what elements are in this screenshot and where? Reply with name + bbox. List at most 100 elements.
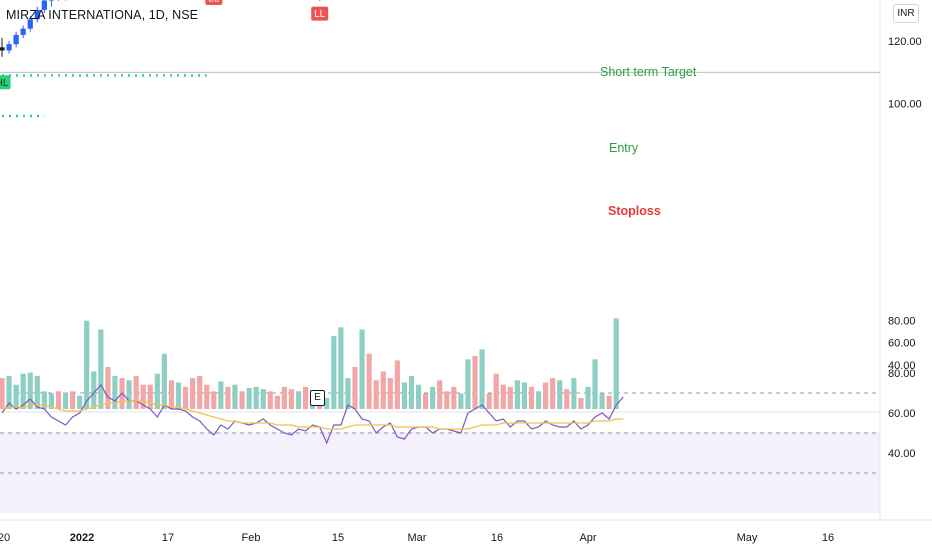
volume-bar: [34, 375, 40, 409]
volume-bar: [112, 375, 118, 409]
volume-bar: [260, 389, 266, 409]
candle-body: [34, 9, 40, 20]
volume-bar: [359, 329, 365, 409]
swing-label: HL: [0, 75, 11, 90]
volume-bar: [6, 375, 12, 409]
volume-bar: [507, 386, 513, 409]
volume-bar: [324, 397, 330, 409]
candle-body: [0, 47, 5, 51]
volume-bar: [571, 378, 577, 409]
volume-bar: [84, 320, 90, 409]
volume-tick: 80.00: [888, 316, 916, 328]
volume-bar: [126, 380, 132, 409]
volume-bar: [352, 367, 358, 409]
candle: [20, 25, 26, 38]
volume-bar: [253, 386, 259, 409]
volume-bar: [133, 375, 139, 409]
volume-bar: [204, 384, 210, 409]
rsi-ma-line: [1, 400, 624, 430]
volume-bar: [147, 384, 153, 409]
volume-bar: [0, 378, 5, 409]
level-lines: [2, 74, 207, 118]
volume-bar: [493, 373, 499, 409]
volume-bar: [472, 355, 478, 409]
volume-bar: [543, 382, 549, 409]
volume-bar: [182, 386, 189, 409]
candle: [6, 41, 12, 54]
volume-bar: [70, 391, 76, 409]
volume-bar: [486, 393, 492, 409]
candle-body: [13, 34, 19, 45]
volume-bar: [267, 391, 273, 409]
volume-bar: [423, 393, 429, 409]
candle: [34, 6, 40, 23]
volume-bar: [302, 386, 309, 409]
candle: [65, 0, 67, 1]
swing-label: LL: [205, 0, 223, 6]
volume-bar: [190, 378, 196, 409]
volume-bar: [175, 382, 182, 409]
time-tick: 15: [332, 532, 344, 544]
volume-bar: [161, 353, 167, 409]
volume-bar: [27, 372, 33, 409]
earnings-marker[interactable]: E: [310, 390, 325, 406]
volume-bar: [550, 378, 556, 409]
volume-bar: [592, 359, 598, 409]
candle: [319, 0, 321, 1]
volume-bar: [98, 329, 104, 409]
swing-text: HL: [0, 78, 9, 89]
volume-bar: [500, 384, 506, 409]
volume-bar: [437, 380, 443, 409]
swing-badge: [0, 75, 11, 90]
candle: [57, 0, 59, 1]
time-tick: Mar: [408, 532, 427, 544]
volume-bar: [345, 378, 351, 409]
volume-bar: [430, 386, 436, 409]
time-tick: 2022: [70, 532, 94, 544]
volume-bar: [13, 384, 19, 409]
volume-bar: [564, 389, 570, 409]
volume-bar: [458, 393, 464, 409]
swing-badge: [205, 0, 223, 6]
volume-bar: [613, 318, 619, 409]
volume-bar: [55, 391, 62, 409]
volume-bar: [331, 336, 337, 409]
candle-body: [6, 44, 12, 51]
price-tick: 120.00: [888, 36, 922, 48]
volume-bar: [394, 360, 400, 409]
stoploss-annotation: Stoploss: [608, 204, 661, 218]
volume-bar: [225, 386, 231, 409]
volume-bar: [535, 391, 542, 409]
time-tick: 17: [162, 532, 174, 544]
candles: [0, 0, 321, 57]
swing-text: LL: [314, 9, 326, 20]
volume-bar: [465, 359, 471, 409]
volume-bar: [105, 367, 111, 409]
volume-bar: [288, 389, 295, 409]
candle: [27, 16, 33, 32]
time-tick: May: [737, 532, 758, 544]
volume-bar: [48, 393, 55, 409]
volume-bar: [62, 392, 69, 409]
currency-badge[interactable]: INR: [893, 4, 919, 23]
volume-bar: [444, 391, 450, 409]
time-tick: Feb: [242, 532, 261, 544]
volume-bar: [218, 381, 224, 409]
volume-bar: [211, 391, 217, 409]
volume-bar: [528, 386, 535, 409]
volume-bar: [521, 382, 528, 409]
volume-tick: 40.00: [888, 360, 916, 372]
volume-bar: [274, 395, 280, 409]
volume-bar: [415, 384, 422, 409]
volume-bar: [606, 395, 612, 409]
volume-bar: [479, 349, 485, 409]
volume-bar: [246, 388, 252, 409]
candle: [48, 0, 55, 7]
swing-badge: [311, 6, 329, 21]
volume-bar: [41, 391, 47, 409]
candle-body: [41, 0, 47, 10]
volume-bar: [514, 380, 520, 409]
candle: [41, 0, 47, 14]
volume-bar: [408, 375, 415, 409]
